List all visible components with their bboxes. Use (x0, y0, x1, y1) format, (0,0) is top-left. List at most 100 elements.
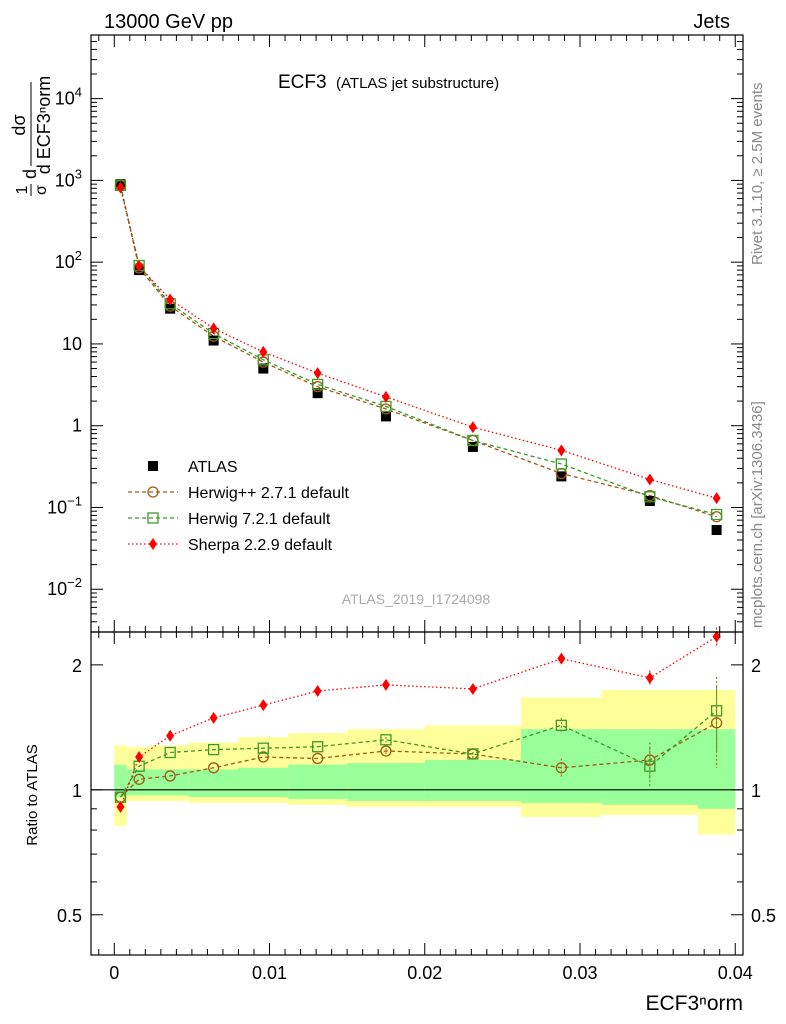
main-point-herwig7 (555, 458, 568, 470)
main-point-herwig7 (644, 491, 656, 503)
ratio-point-herwigpp (164, 770, 176, 782)
main-y-tick-label: 103 (55, 166, 82, 190)
legend-label-atlas: ATLAS (188, 459, 238, 476)
ratio-point-sherpa (313, 685, 322, 698)
main-point-sherpa (209, 322, 218, 335)
ratio-point-herwigpp (133, 773, 145, 785)
main-y-axis-label: 1 σ d dσ d ECF3ⁿorm (9, 76, 54, 196)
ratio-point-herwig7 (164, 746, 176, 759)
ratio-point-herwigpp (380, 745, 392, 757)
main-point-sherpa (645, 473, 654, 486)
ratio-point-sherpa (166, 729, 175, 742)
main-y-tick-label: 102 (55, 248, 82, 272)
ratio-point-herwigpp (644, 754, 656, 766)
plot-title: ECF3 (ATLAS jet substructure) (278, 72, 499, 93)
ratio-band-inner (238, 767, 289, 798)
watermark: ATLAS_2019_I1724098 (342, 591, 491, 607)
ylabel-frac1-num: 1 (14, 185, 31, 194)
ratio-band-inner (521, 729, 602, 803)
rivet-version-label: Rivet 3.1.10, ≥ 2.5M events (749, 83, 766, 266)
main-point-sherpa (381, 390, 390, 403)
legend-marker-sherpa (149, 538, 157, 550)
plot-title-sub: (ATLAS jet substructure) (336, 75, 499, 92)
header-process-label: Jets (693, 11, 730, 33)
axes: 10−2 10−1 1 10 102 103 104 0 0.01 0.02 0.03 0.04 0.5… (47, 34, 776, 983)
main-y-tick-label: 10−1 (47, 493, 82, 517)
ratio-point-sherpa (468, 682, 477, 695)
plot-title-main: ECF3 (278, 72, 327, 93)
ratio-point-herwig7 (710, 705, 723, 717)
ratio-panel-content (114, 627, 723, 813)
main-point-herwig7 (710, 508, 723, 521)
ratio-band-inner (288, 764, 348, 800)
main-point-sherpa (135, 260, 144, 273)
ratio-y-tick-label-right: 1 (751, 781, 761, 801)
ratio-y-tick-label-left: 0.5 (57, 906, 82, 926)
ratio-y-axis-label: Ratio to ATLAS (24, 744, 41, 845)
legend-marker-herwigpp (147, 486, 159, 498)
ylabel-frac2-den: d ECF3ⁿorm (34, 76, 54, 175)
ratio-point-herwigpp (207, 762, 220, 774)
ratio-point-sherpa (645, 671, 654, 684)
main-point-herwig7 (467, 434, 479, 447)
legend-marker-herwig7 (147, 512, 159, 524)
ratio-band-inner (347, 763, 425, 801)
ratio-y-tick-label-right: 0.5 (751, 906, 776, 926)
ylabel-frac2-num: dσ (9, 114, 29, 135)
main-point-atlas (380, 411, 391, 422)
x-axis-label: ECF3ⁿorm (645, 992, 743, 1015)
ratio-point-sherpa (712, 630, 721, 643)
ratio-point-sherpa (209, 711, 218, 724)
ratio-point-sherpa (116, 800, 125, 813)
ratio-point-sherpa (557, 652, 566, 665)
ratio-point-herwigpp (257, 751, 269, 763)
ylabel-prefix: d (20, 169, 40, 179)
legend-marker-atlas (148, 461, 158, 471)
main-point-atlas (556, 471, 567, 482)
ratio-point-herwigpp (555, 762, 568, 774)
ratio-band-inner (114, 764, 127, 798)
main-y-tick-label: 104 (55, 85, 82, 109)
ratio-point-herwig7 (555, 719, 568, 731)
x-tick-label: 0.03 (562, 963, 597, 983)
legend-label-herwigpp: Herwig++ 2.7.1 default (188, 485, 350, 502)
ratio-point-sherpa (135, 750, 144, 763)
x-tick-label: 0.01 (252, 963, 287, 983)
main-point-atlas (467, 441, 478, 452)
main-line-herwig7 (119, 185, 717, 516)
ratio-y-tick-label-right: 2 (751, 656, 761, 676)
main-point-sherpa (557, 444, 566, 457)
x-tick-label: 0 (109, 963, 119, 983)
legend-label-herwig7: Herwig 7.2.1 default (188, 511, 331, 528)
legend: ATLAS Herwig++ 2.7.1 default Herwig 7.2.1 … (128, 459, 350, 554)
main-line-herwigpp (119, 185, 717, 518)
main-point-sherpa (259, 345, 268, 358)
ratio-point-herwig7 (380, 734, 392, 746)
ylabel-frac1-den: σ (33, 185, 50, 195)
ratio-y-tick-label-left: 2 (72, 656, 82, 676)
ratio-line-herwig7 (119, 710, 718, 798)
main-point-atlas (711, 525, 722, 536)
ratio-point-herwigpp (311, 752, 324, 765)
mcplots-label: mcplots.cern.ch [arXiv:1306.3436] (749, 401, 766, 628)
ratio-frame (90, 631, 744, 956)
header-energy-label: 13000 GeV pp (104, 11, 233, 33)
ratio-band-inner (424, 759, 522, 801)
main-point-atlas (208, 335, 219, 346)
main-point-sherpa (712, 492, 721, 505)
main-panel-content (114, 179, 723, 536)
x-tick-label: 0.04 (718, 963, 753, 983)
main-y-tick-label: 10−2 (47, 575, 82, 599)
ratio-point-herwig7 (257, 742, 269, 754)
ratio-point-herwigpp (710, 717, 723, 729)
legend-label-sherpa: Sherpa 2.2.9 default (188, 537, 333, 554)
main-point-sherpa (468, 421, 477, 434)
main-point-herwig7 (311, 378, 324, 391)
ratio-band-inner (188, 769, 239, 798)
ratio-point-herwig7 (207, 743, 220, 756)
main-point-sherpa (166, 293, 175, 306)
ratio-line-herwigpp (120, 722, 717, 798)
main-y-tick-label: 1 (72, 416, 82, 436)
main-y-tick-label: 10 (62, 334, 82, 354)
